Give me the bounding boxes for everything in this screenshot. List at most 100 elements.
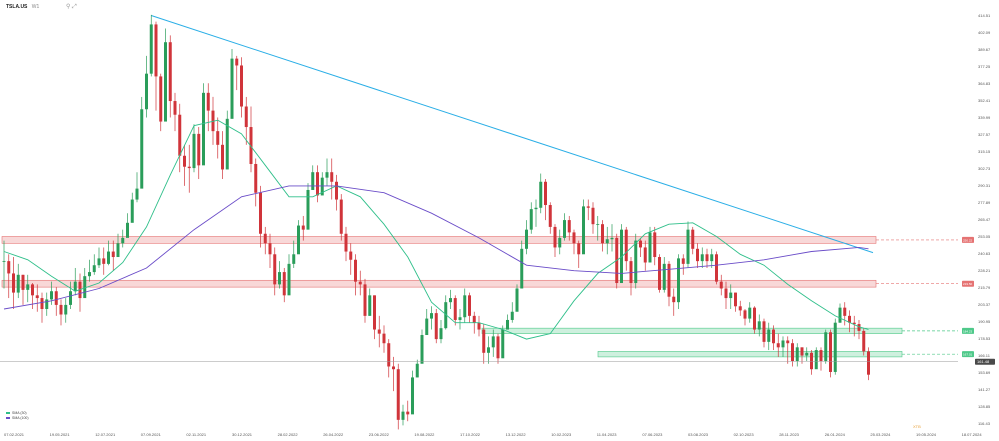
candle-body (705, 254, 709, 262)
candle-body (572, 232, 576, 244)
candle-body (629, 261, 633, 284)
candle-body (59, 304, 63, 315)
timeframe-label[interactable]: W1 (31, 4, 40, 10)
candle-body (525, 229, 528, 249)
candle-body (21, 274, 25, 290)
candle-body (206, 92, 210, 111)
candle-body (458, 317, 462, 320)
candle-body (73, 281, 77, 292)
y-tick-label: 240.63 (978, 251, 991, 256)
y-tick-label: 277.89 (978, 200, 991, 205)
candle-body (686, 229, 690, 264)
candle-body (278, 272, 281, 285)
candle-body (515, 288, 519, 312)
candle-body (83, 276, 87, 299)
candle-body (306, 189, 310, 230)
candle-body (848, 315, 851, 323)
candle-body (491, 336, 495, 348)
candle-body (107, 251, 110, 264)
candle-body (225, 118, 229, 170)
candle-body (696, 248, 699, 262)
level-tag (962, 351, 974, 358)
candle-body (444, 302, 448, 329)
candle-body (810, 352, 813, 370)
candle-body (781, 340, 785, 348)
candle-body (297, 225, 300, 255)
candle-body (335, 181, 338, 200)
candle-body (544, 181, 547, 206)
candle-body (586, 206, 590, 208)
candle-body (382, 333, 386, 344)
legend-item-sma100[interactable]: SMA (100) (6, 416, 29, 421)
candle-body (415, 363, 419, 378)
candle-body (197, 133, 201, 166)
candle-body (658, 257, 661, 290)
candle-body (434, 313, 438, 340)
candle-body (567, 220, 571, 233)
candle-body (672, 296, 676, 303)
candle-body (178, 114, 182, 156)
candle-body (411, 377, 414, 415)
trendline-layer (151, 15, 874, 254)
candle-body (292, 254, 296, 264)
candle-body (7, 261, 11, 274)
candle-body (130, 199, 134, 223)
candle-body (506, 319, 509, 330)
level-tag-label: 184.23 (963, 329, 973, 333)
level-tag (962, 327, 974, 334)
x-tick-label: 07.06.2023 (642, 432, 663, 437)
candle-body (558, 237, 562, 248)
candle-body (430, 313, 433, 319)
candle-body (577, 243, 581, 255)
y-tick-label: 315.15 (978, 149, 991, 154)
candle-body (92, 265, 96, 273)
candle-body (748, 307, 752, 319)
x-tick-label: 30.12.2021 (232, 432, 253, 437)
candle-body (563, 220, 566, 238)
candle-body (401, 411, 405, 420)
x-tick-label: 12.07.2021 (95, 432, 116, 437)
candle-body (482, 329, 486, 353)
watermark: XTB (913, 424, 921, 429)
legend-item-sma30[interactable]: SMA (30) (6, 411, 29, 416)
candle-body (620, 229, 623, 284)
candle-body (772, 329, 775, 344)
candle-body (677, 258, 680, 303)
candle-body (449, 298, 452, 303)
sma100-line (3, 185, 869, 310)
candle-body (168, 42, 172, 102)
y-tick-label: 153.69 (978, 370, 991, 375)
sma30-swatch-icon (6, 412, 10, 415)
candle-body (791, 343, 794, 362)
y-tick-label: 228.21 (978, 268, 991, 273)
candle-body (472, 315, 476, 323)
candle-body (843, 307, 847, 316)
level-tag-label: 250.22 (963, 238, 973, 242)
candle-body (287, 263, 291, 296)
x-tick-label: 07.09.2021 (141, 432, 162, 437)
candle-body (159, 76, 163, 122)
candle-body (235, 58, 239, 66)
candle-body (354, 259, 357, 282)
candle-body (814, 350, 818, 370)
candle-body (601, 224, 604, 244)
candle-body (529, 209, 533, 230)
level-zone (481, 327, 903, 334)
candle-body (35, 295, 39, 299)
candle-body (862, 330, 866, 352)
candle-body (653, 232, 657, 258)
candle-body (700, 254, 704, 262)
candle-body (439, 328, 443, 340)
candle-body (183, 155, 186, 167)
candle-body (539, 181, 543, 208)
y-tick-label: 389.67 (978, 47, 991, 52)
header-tool-icons[interactable]: ⚲ ⤢ (66, 4, 77, 10)
x-tick-label: 10.02.2023 (551, 432, 572, 437)
candle-body (301, 225, 305, 230)
x-tick-label: 28.11.2023 (779, 432, 799, 437)
x-tick-label: 19.05.2021 (50, 432, 71, 437)
trendline (151, 15, 874, 254)
y-tick-label: 364.83 (978, 81, 991, 86)
level-price-tags: 250.22 219.50 184.23 167.01 161.48 (962, 236, 995, 365)
